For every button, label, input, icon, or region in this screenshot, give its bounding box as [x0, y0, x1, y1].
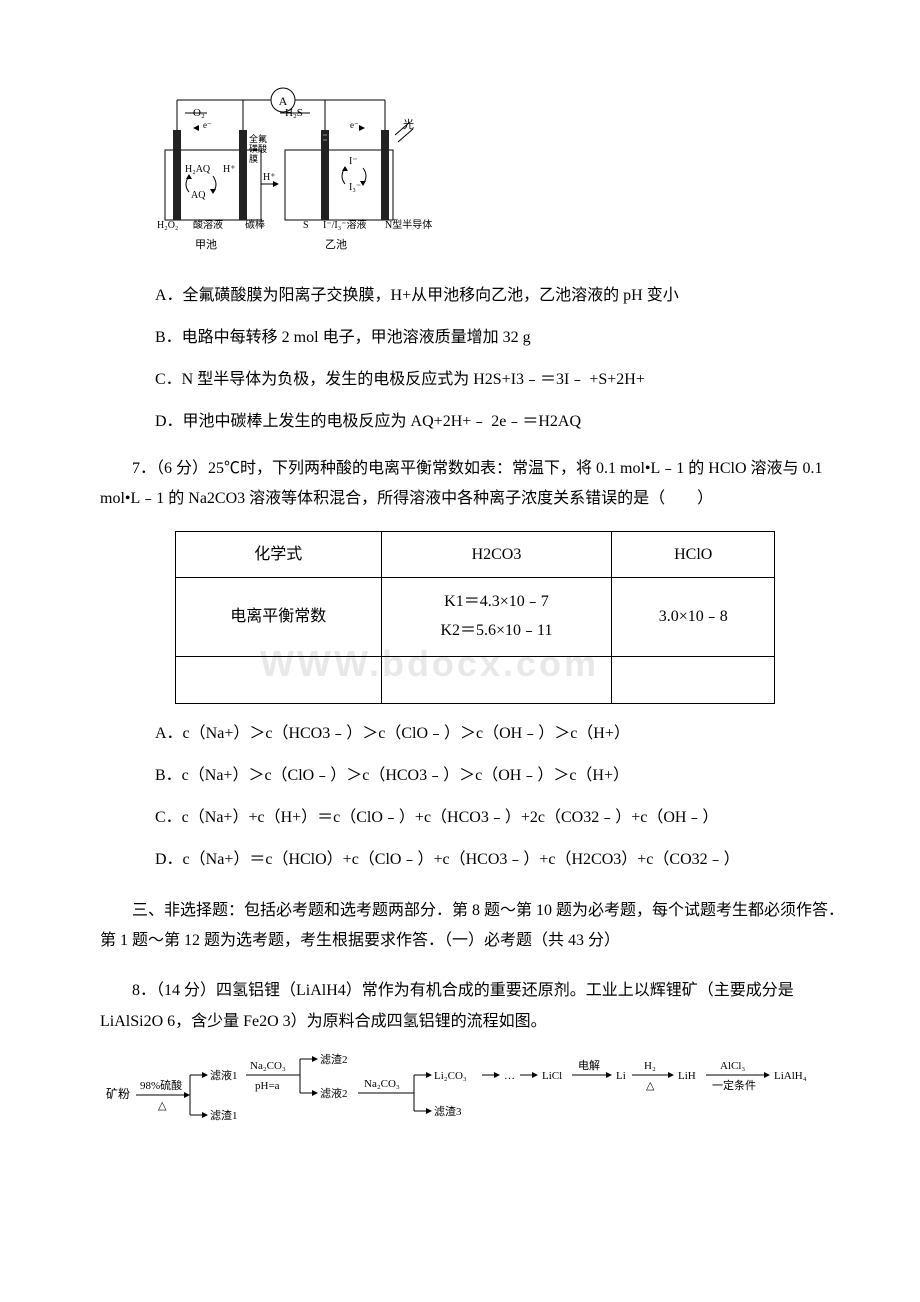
svg-text:滤渣2: 滤渣2	[320, 1053, 348, 1066]
svg-text:Li₂CO₃: Li₂CO₃	[434, 1070, 467, 1082]
svg-text:H₂AQ: H₂AQ	[185, 164, 211, 175]
table-header-hclo: HClO	[612, 531, 775, 578]
table-header-formula: 化学式	[176, 531, 382, 578]
section-3-heading: 三、非选择题：包括必考题和选考题两部分．第 8 题～第 10 题为必考题，每个试…	[100, 896, 850, 957]
svg-text:Li: Li	[616, 1070, 626, 1082]
svg-text:e⁻: e⁻	[350, 120, 359, 130]
svg-text:滤液1: 滤液1	[210, 1068, 238, 1082]
svg-text:H₂O₂: H₂O₂	[157, 220, 178, 231]
table-empty-2	[381, 656, 612, 703]
svg-text:I₃⁻: I₃⁻	[349, 182, 361, 193]
table-h2co3-constants: K1＝4.3×10﹣7 K2＝5.6×10﹣11	[381, 578, 612, 657]
svg-text:H₂: H₂	[644, 1060, 656, 1072]
svg-text:一定条件: 一定条件	[712, 1078, 756, 1092]
option-7d: D．c（Na+）＝c（HClO）+c（ClO﹣）+c（HCO3﹣）+c（H2CO…	[155, 844, 850, 876]
question-7-text: 7．（6 分）25℃时，下列两种酸的电离平衡常数如表：常温下，将 0.1 mol…	[100, 454, 850, 515]
light-label: 光	[403, 117, 414, 131]
svg-text:△: △	[646, 1080, 655, 1092]
table-empty-3	[612, 656, 775, 703]
table-hclo-constant: 3.0×10﹣8	[612, 578, 775, 657]
svg-text:滤液2: 滤液2	[320, 1086, 348, 1100]
ammeter-label: A	[279, 94, 288, 108]
cell-b-label: 乙池	[325, 238, 347, 251]
option-7a: A．c（Na+）＞c（HCO3﹣）＞c（ClO﹣）＞c（OH﹣）＞c（H+）	[155, 718, 850, 750]
svg-text:Na₂CO₃: Na₂CO₃	[250, 1060, 286, 1072]
svg-text:矿粉: 矿粉	[106, 1087, 130, 1101]
svg-text:LiCl: LiCl	[542, 1070, 562, 1082]
table-empty-1	[176, 656, 382, 703]
ntype-label: N型半导体	[385, 218, 432, 231]
k2-value: K2＝5.6×10﹣11	[440, 622, 552, 639]
svg-text:e⁻: e⁻	[203, 120, 212, 130]
circuit-diagram: A O₂ H₂S e⁻ e⁻ 光 全氟 磺酸 膜 H₂AQ AQ H⁺	[155, 80, 435, 260]
svg-text:Na₂CO₃: Na₂CO₃	[364, 1078, 400, 1090]
svg-text:…: …	[504, 1070, 515, 1082]
membrane-label: 全氟	[249, 133, 267, 144]
svg-text:pH=a: pH=a	[255, 1080, 280, 1092]
option-6d: D．甲池中碳棒上发生的电极反应为 AQ+2H+﹣ 2e﹣＝H2AQ	[155, 406, 850, 438]
option-6a: A．全氟磺酸膜为阳离子交换膜，H+从甲池移向乙池，乙池溶液的 pH 变小	[155, 280, 850, 312]
svg-text:LiAlH₄: LiAlH₄	[774, 1070, 807, 1082]
option-6c: C．N 型半导体为负极，发生的电极反应式为 H2S+I3﹣＝3I﹣ +S+2H+	[155, 364, 850, 396]
svg-text:H⁺: H⁺	[223, 164, 236, 175]
svg-text:膜: 膜	[249, 154, 258, 164]
svg-text:△: △	[158, 1100, 167, 1112]
i-solution-label: I⁻/I₃⁻溶液	[323, 218, 366, 231]
ionization-constants-table: 化学式 H2CO3 HClO 电离平衡常数 K1＝4.3×10﹣7 K2＝5.6…	[175, 531, 775, 704]
svg-text:S: S	[303, 220, 309, 231]
svg-text:I⁻: I⁻	[349, 156, 358, 167]
option-7b: B．c（Na+）＞c（ClO﹣）＞c（HCO3﹣）＞c（OH﹣）＞c（H+）	[155, 760, 850, 792]
option-6b: B．电路中每转移 2 mol 电子，甲池溶液质量增加 32 g	[155, 322, 850, 354]
svg-text:滤渣3: 滤渣3	[434, 1104, 462, 1118]
acid-solution-label: 酸溶液	[193, 218, 223, 231]
table-header-h2co3: H2CO3	[381, 531, 612, 578]
svg-text:LiH: LiH	[678, 1070, 696, 1082]
option-7c: C．c（Na+）+c（H+）＝c（ClO﹣）+c（HCO3﹣）+2c（CO32﹣…	[155, 802, 850, 834]
svg-text:滤渣1: 滤渣1	[210, 1108, 238, 1122]
table-row-constant-label: 电离平衡常数	[176, 578, 382, 657]
carbon-rod-label: 碳棒	[245, 218, 265, 231]
svg-text:电解: 电解	[578, 1058, 600, 1072]
question-8-text: 8．（14 分）四氢铝锂（LiAlH4）常作为有机合成的重要还原剂。工业上以辉锂…	[100, 976, 850, 1037]
svg-text:AlCl₃: AlCl₃	[720, 1060, 745, 1072]
synthesis-flow-diagram: 矿粉 98%硫酸 △ 滤液1 滤渣1 Na₂CO₃ pH=a 滤渣2 滤液2 N…	[100, 1053, 880, 1133]
svg-text:98%硫酸: 98%硫酸	[140, 1078, 182, 1092]
cell-a-label: 甲池	[195, 238, 217, 251]
svg-text:磺酸: 磺酸	[249, 143, 267, 154]
svg-text:AQ: AQ	[191, 190, 206, 201]
k1-value: K1＝4.3×10﹣7	[444, 593, 549, 610]
